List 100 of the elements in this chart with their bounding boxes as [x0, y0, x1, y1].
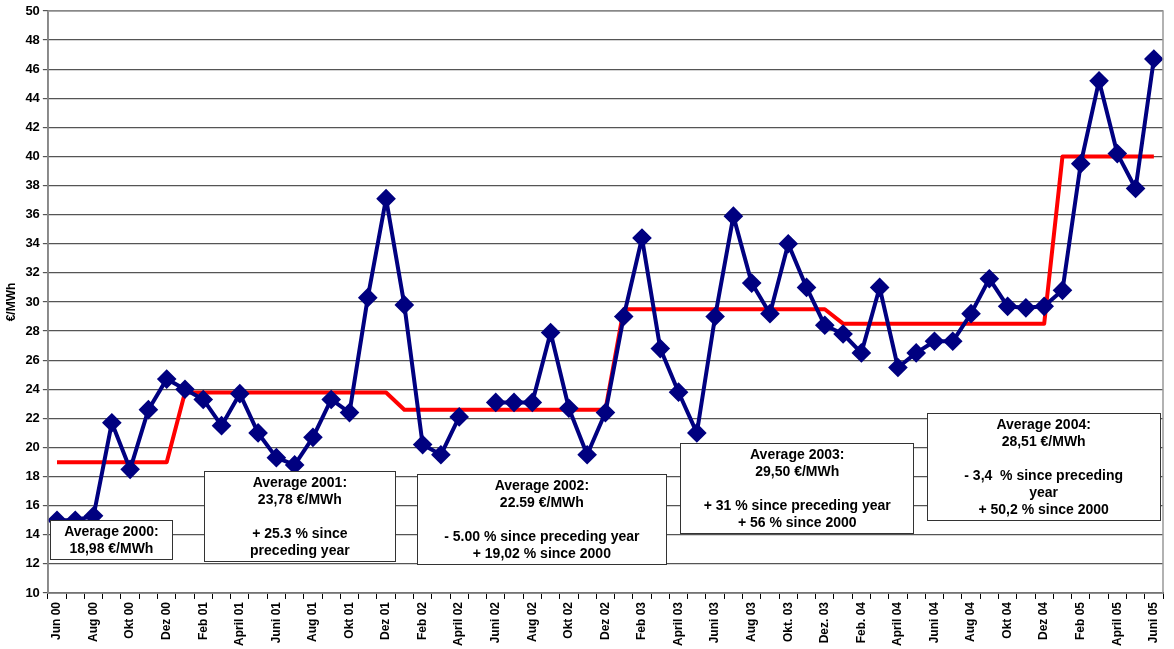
y-tick-label: 42 — [25, 118, 40, 134]
x-tick-label: April 04 — [890, 601, 905, 646]
x-tick-label: Dez. 03 — [817, 601, 832, 644]
point — [742, 274, 761, 293]
point — [907, 343, 926, 362]
x-tick-label: Juni 01 — [268, 601, 283, 644]
x-tick-label: Aug 03 — [743, 601, 758, 642]
text-box: Average 2004: 28,51 €/MWh - 3,4 % since preceding year + 50,2 % since 2000 — [926, 412, 1161, 521]
x-tick-label: Juni 05 — [1146, 601, 1161, 644]
point — [815, 316, 834, 335]
x-tick-label: Aug 04 — [963, 601, 978, 642]
x-tick-label: Juni 02 — [488, 601, 503, 644]
y-tick-label: 34 — [25, 235, 41, 251]
point — [980, 269, 999, 288]
y-tick-label: 12 — [25, 555, 40, 571]
x-tick-label: Dez 00 — [159, 601, 173, 641]
point — [413, 435, 432, 454]
point — [596, 403, 615, 422]
x-tick-label: Dez 01 — [378, 601, 393, 641]
y-tick-label: 26 — [25, 351, 40, 367]
point — [669, 383, 688, 402]
x-tick-label: Juni 04 — [926, 601, 941, 644]
point — [377, 189, 396, 208]
x-tick-label: Okt. 03 — [780, 601, 795, 643]
point — [1035, 297, 1054, 316]
x-tick-label: Okt 01 — [341, 601, 356, 639]
x-tick-label: Okt 00 — [122, 601, 137, 639]
y-tick-label: 24 — [25, 380, 41, 396]
point — [450, 407, 469, 426]
point — [632, 228, 651, 247]
point — [797, 278, 816, 297]
point — [395, 295, 414, 314]
x-tick-label: Okt 02 — [561, 601, 576, 639]
x-tick-label: Dez 04 — [1036, 601, 1051, 641]
point — [102, 413, 121, 432]
point — [998, 297, 1017, 316]
x-tick-label: Feb. 04 — [853, 601, 868, 644]
point — [943, 332, 962, 351]
point — [157, 370, 176, 389]
x-tick-label: Dez 02 — [597, 601, 612, 641]
point — [230, 384, 249, 403]
text-box: Average 2001: 23,78 €/MWh + 25.3 % since preceding year — [203, 470, 396, 562]
y-tick-label: 40 — [25, 148, 40, 164]
x-tick-label: April 02 — [451, 601, 466, 646]
x-tick-label: April 01 — [232, 601, 247, 646]
point — [559, 399, 578, 418]
y-tick-label: 18 — [25, 468, 40, 484]
x-tick-label: Okt 04 — [999, 601, 1014, 639]
point — [1126, 179, 1145, 198]
point — [779, 234, 798, 253]
x-tick-label: Feb 05 — [1073, 601, 1088, 640]
point — [523, 393, 542, 412]
point — [706, 307, 725, 326]
point — [121, 460, 140, 479]
text-box: Average 2002: 22.59 €/MWh - 5.00 % since preceding year + 19,02 % since 2000 — [416, 473, 667, 565]
y-tick-label: 50 — [25, 2, 40, 18]
point — [962, 304, 981, 323]
y-tick-label: 48 — [25, 31, 40, 47]
point — [303, 428, 322, 447]
x-tick-label: April 03 — [670, 601, 685, 646]
y-tick-label: 36 — [25, 206, 40, 222]
point — [1090, 71, 1109, 90]
point — [340, 403, 359, 422]
point — [1071, 154, 1090, 173]
point — [760, 304, 779, 323]
y-tick-label: 10 — [25, 584, 40, 600]
y-tick-label: 32 — [25, 264, 40, 280]
point — [724, 207, 743, 226]
point — [870, 278, 889, 297]
point — [1053, 281, 1072, 300]
point — [486, 393, 505, 412]
y-tick-label: 30 — [25, 293, 40, 309]
point — [139, 400, 158, 419]
x-tick-label: Feb 01 — [195, 601, 210, 640]
x-tick-label: Aug 01 — [305, 601, 320, 642]
point — [249, 423, 268, 442]
point — [212, 416, 231, 435]
point — [431, 445, 450, 464]
point — [358, 288, 377, 307]
point — [1016, 298, 1035, 317]
x-tick-label: April 05 — [1109, 601, 1124, 646]
x-tick-label: Aug 00 — [85, 601, 100, 642]
point — [194, 390, 213, 409]
point — [614, 307, 633, 326]
point — [651, 339, 670, 358]
y-tick-label: 22 — [25, 409, 40, 425]
point — [175, 380, 194, 399]
y-tick-label: 20 — [25, 439, 40, 455]
point — [541, 323, 560, 342]
y-tick-label: 16 — [25, 497, 40, 513]
point — [925, 332, 944, 351]
point — [322, 390, 341, 409]
point — [267, 448, 286, 467]
point — [505, 393, 524, 412]
point — [578, 445, 597, 464]
point — [852, 343, 871, 362]
point — [687, 423, 706, 442]
text-box: Average 2003: 29,50 €/MWh + 31 % since preceding year + 56 % since 2000 — [680, 443, 915, 535]
y-tick-label: 38 — [25, 177, 40, 193]
x-tick-label: Aug 02 — [524, 601, 539, 642]
